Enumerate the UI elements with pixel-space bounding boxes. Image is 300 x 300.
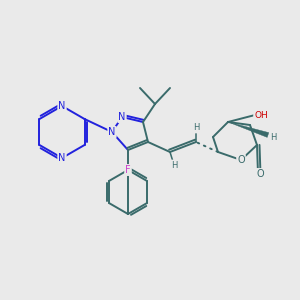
Text: N: N (118, 112, 126, 122)
Text: H: H (193, 124, 199, 133)
Text: N: N (108, 127, 116, 137)
Text: O: O (237, 155, 245, 165)
Text: F: F (125, 165, 131, 175)
Text: N: N (58, 153, 66, 163)
Polygon shape (228, 122, 269, 137)
Text: O: O (256, 169, 264, 179)
Text: H: H (270, 134, 276, 142)
Text: H: H (171, 160, 177, 169)
Text: OH: OH (254, 110, 268, 119)
Text: N: N (58, 101, 66, 111)
